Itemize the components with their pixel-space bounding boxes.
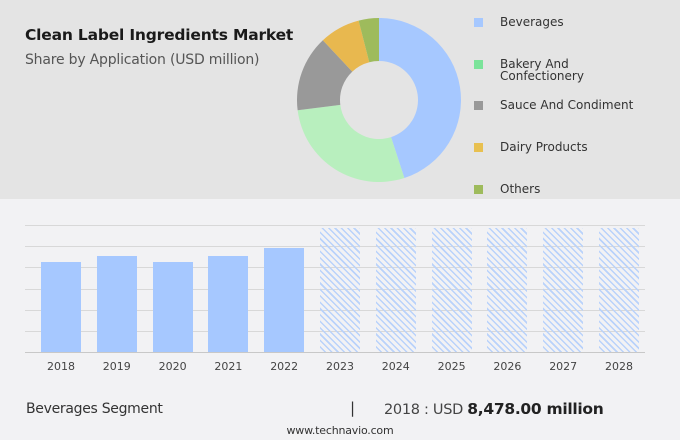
x-tick-label: 2026 xyxy=(493,360,522,373)
legend-label: Sauce And Condiment xyxy=(500,98,634,112)
x-tick-label: 2018 xyxy=(47,360,75,373)
year-prefix: 2018 : USD xyxy=(384,402,468,418)
legend-swatch-icon xyxy=(474,143,483,152)
legend-swatch-icon xyxy=(474,185,483,194)
bar xyxy=(41,262,81,352)
legend-label: Bakery And Confectionery xyxy=(500,57,584,83)
forecast-bar xyxy=(375,228,416,352)
segment-label: Beverages Segment xyxy=(26,401,163,417)
x-tick-label: 2027 xyxy=(549,360,578,373)
donut-chart xyxy=(297,18,461,182)
segment-value: 2018 : USD 8,478.00 million xyxy=(384,400,604,418)
x-tick-label: 2028 xyxy=(605,360,633,373)
legend-swatch-icon xyxy=(474,101,483,110)
legend-item: Beverages xyxy=(474,14,674,28)
footer-separator: | xyxy=(350,399,356,417)
bar xyxy=(264,248,305,352)
donut-slice xyxy=(322,20,370,72)
legend-label: Others xyxy=(500,182,541,196)
x-tick-label: 2022 xyxy=(270,360,299,373)
forecast-bar xyxy=(487,228,528,352)
x-tick-label: 2024 xyxy=(381,360,410,373)
forecast-bar xyxy=(431,228,472,352)
legend-label: Beverages xyxy=(500,15,564,29)
forecast-bar xyxy=(320,228,360,352)
bar xyxy=(96,255,137,352)
legend-swatch-icon xyxy=(474,60,483,69)
bar-chart: 2018 2019 2020 2021 2022 2023 2024 2025 2026 2027… xyxy=(25,200,645,385)
forecast-bar xyxy=(599,228,639,352)
x-tick-label: 2021 xyxy=(214,360,243,373)
legend-item: Sauce And Condiment xyxy=(474,97,674,111)
legend-item: Bakery And Confectionery xyxy=(474,56,674,82)
x-tick-label: 2025 xyxy=(437,360,466,373)
chart-title: Clean Label Ingredients Market xyxy=(25,26,294,44)
source-url: www.technavio.com xyxy=(286,424,394,437)
legend-item: Dairy Products xyxy=(474,139,674,153)
bar xyxy=(152,262,193,352)
legend-item: Others xyxy=(474,181,674,195)
donut-slice xyxy=(297,40,353,111)
x-tick-label: 2023 xyxy=(326,360,354,373)
value-amount: 8,478.00 million xyxy=(467,400,604,418)
donut-slice xyxy=(297,104,405,182)
gridline xyxy=(25,225,645,226)
donut-slice xyxy=(379,18,461,178)
legend-label: Dairy Products xyxy=(500,140,588,154)
chart-subtitle: Share by Application (USD million) xyxy=(25,52,260,68)
x-tick-label: 2019 xyxy=(102,360,131,373)
market-share-panel: Clean Label Ingredients Market Share by … xyxy=(0,0,680,199)
legend-swatch-icon xyxy=(474,18,483,27)
donut-slice xyxy=(358,18,379,63)
x-tick-label: 2020 xyxy=(158,360,187,373)
x-axis-baseline xyxy=(25,352,645,353)
bar xyxy=(208,255,249,352)
forecast-bar xyxy=(543,228,584,352)
